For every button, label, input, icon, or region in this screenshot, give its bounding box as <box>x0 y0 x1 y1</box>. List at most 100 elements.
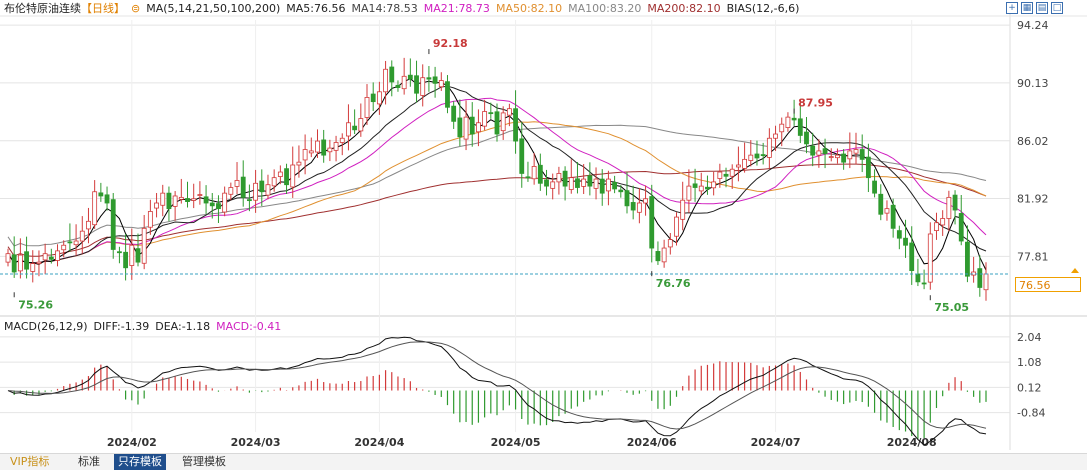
candle-body <box>185 198 190 203</box>
candle-body <box>618 189 624 193</box>
candle-body <box>308 150 314 154</box>
macd-params[interactable]: MACD(26,12,9) <box>4 320 88 333</box>
candle-body <box>160 192 166 206</box>
candle-body <box>482 111 488 127</box>
candle-body <box>30 263 36 272</box>
candle-body <box>73 240 79 246</box>
candle-body <box>500 112 506 132</box>
candle-body <box>822 148 828 155</box>
candle-body <box>983 273 989 291</box>
candle-body <box>544 179 549 187</box>
candle-body <box>667 239 673 248</box>
candle-body <box>692 183 698 188</box>
candle-body <box>865 156 871 179</box>
macd-tick-label: 0.12 <box>1017 381 1042 394</box>
candle-body <box>791 117 797 121</box>
candle-body <box>451 105 457 122</box>
y-tick-label: 94.24 <box>1017 19 1049 32</box>
macd-value: MACD:-0.41 <box>216 320 282 333</box>
ma-params[interactable]: MA(5,14,21,50,100,200) <box>146 2 281 15</box>
tab-standard[interactable]: 标准 <box>78 455 100 468</box>
candle-body <box>11 254 17 273</box>
candle-body <box>742 158 748 169</box>
ma5-value: MA5:76.56 <box>286 2 346 15</box>
candle-body <box>17 254 23 272</box>
candle-body <box>568 177 574 190</box>
candle-body <box>79 230 85 242</box>
x-tick-label: 2024/07 <box>751 436 801 449</box>
candle-body <box>513 108 518 142</box>
candle-body <box>859 149 865 160</box>
candle-body <box>358 118 364 132</box>
extreme-label: 75.05 <box>934 301 969 314</box>
candle-body <box>67 241 73 244</box>
tab-vip-indicator[interactable]: VIP指标 <box>10 455 50 468</box>
candle-body <box>884 208 890 214</box>
candle-body <box>853 149 859 154</box>
period-label[interactable]: 【日线】 <box>81 2 125 15</box>
macd-diff: DIFF:-1.39 <box>93 320 150 333</box>
candle-body <box>828 156 834 158</box>
candle-body <box>333 142 339 151</box>
candle-body <box>915 273 921 283</box>
candle-body <box>147 211 153 228</box>
candle-body <box>216 203 221 210</box>
extreme-label: 75.26 <box>18 298 53 311</box>
grid-icon[interactable]: ▦ <box>1021 2 1033 14</box>
tab-save-template[interactable]: 只存模板 <box>114 454 166 470</box>
current-price-tag: 76.56 <box>1015 277 1081 292</box>
candle-body <box>581 178 587 187</box>
y-tick-label: 77.81 <box>1017 250 1049 263</box>
candle-body <box>414 75 419 94</box>
layout-icon[interactable]: ▤ <box>1036 2 1048 14</box>
window-icon[interactable]: □ <box>1051 2 1063 14</box>
candle-body <box>717 171 723 179</box>
candle-body <box>98 192 104 197</box>
macd-tick-label: 2.04 <box>1017 331 1042 344</box>
ma200-line <box>7 163 987 257</box>
macd-diff-line <box>7 336 987 446</box>
candle-body <box>587 175 593 187</box>
candle-body <box>735 164 741 168</box>
candle-body <box>612 182 618 190</box>
candle-body <box>296 161 302 166</box>
tab-manage-template[interactable]: 管理模板 <box>182 455 226 468</box>
candle-body <box>42 253 48 261</box>
candle-body <box>698 185 704 192</box>
candle-body <box>104 194 110 204</box>
y-tick-label: 81.92 <box>1017 193 1049 206</box>
ma100-value: MA100:83.20 <box>568 2 642 15</box>
candle-body <box>61 244 67 251</box>
candle-body <box>816 150 822 156</box>
candle-body <box>469 116 475 135</box>
candle-body <box>599 178 605 194</box>
fullscreen-icon[interactable]: + <box>1006 2 1018 14</box>
settings-icon[interactable]: ⊜ <box>131 2 141 15</box>
candle-body <box>457 117 463 138</box>
candle-body <box>154 202 159 209</box>
candle-body <box>686 185 692 201</box>
candle-body <box>395 84 401 88</box>
bias-label[interactable]: BIAS(12,-6,6) <box>726 2 800 15</box>
candle-body <box>952 194 958 211</box>
candle-body <box>903 237 908 246</box>
candle-body <box>290 164 296 188</box>
candle-body <box>284 168 289 186</box>
candle-body <box>438 80 444 88</box>
candle-body <box>655 251 661 262</box>
candle-body <box>797 118 803 136</box>
candle-body <box>649 196 655 249</box>
candle-body <box>766 137 772 158</box>
price-arrow-icon <box>1071 267 1079 273</box>
ma21-line <box>7 97 987 264</box>
candle-body <box>346 122 351 137</box>
candle-body <box>178 196 184 200</box>
x-tick-label: 2024/08 <box>887 436 937 449</box>
candle-body <box>117 251 122 254</box>
candle-body <box>556 173 562 183</box>
macd-dea-line <box>7 341 987 430</box>
candle-body <box>364 97 370 118</box>
candle-body <box>315 140 320 153</box>
